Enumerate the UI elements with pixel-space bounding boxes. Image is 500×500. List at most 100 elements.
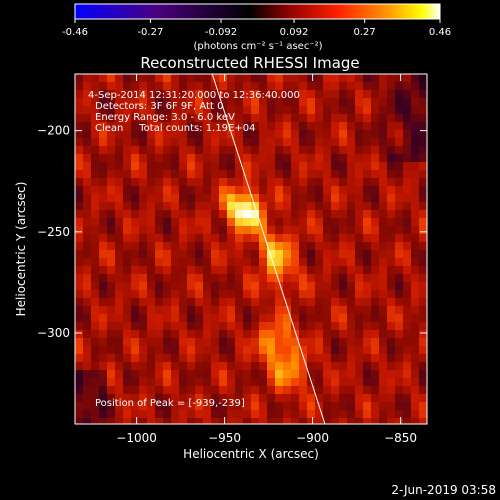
heatmap-cell [403,122,411,130]
heatmap-cell [347,186,355,194]
heatmap-cell [307,410,315,418]
heatmap-cell [331,266,339,274]
heatmap-cell [187,218,195,226]
heatmap-cell [411,354,419,362]
heatmap-cell [195,202,203,210]
heatmap-cell [147,298,155,306]
heatmap-cell [267,386,275,394]
heatmap-cell [155,410,163,418]
heatmap-cell [371,106,379,114]
info-energy: Energy Range: 3.0 - 6.0 keV [95,112,235,123]
heatmap-cell [411,138,419,146]
heatmap-cell [147,194,155,202]
heatmap-cell [283,410,291,418]
heatmap-cell [163,178,171,186]
heatmap-cell [323,306,331,314]
heatmap-cell [395,226,403,234]
heatmap-cell [187,162,195,170]
heatmap-cell [163,386,171,394]
x-axis-label: Heliocentric X (arcsec) [183,447,319,461]
heatmap-cell [347,266,355,274]
heatmap-cell [307,314,315,322]
heatmap-cell [299,74,307,82]
heatmap-cell [171,90,179,98]
heatmap-cell [283,234,291,242]
heatmap-cell [283,218,291,226]
heatmap-cell [291,258,299,266]
heatmap-cell [379,154,387,162]
heatmap-cell [403,178,411,186]
heatmap-cell [203,250,211,258]
heatmap-cell [139,178,147,186]
heatmap-cell [187,274,195,282]
heatmap-cell [139,370,147,378]
heatmap-cell [411,330,419,338]
heatmap-cell [363,218,371,226]
heatmap-cell [131,362,139,370]
heatmap-cell [403,410,411,418]
heatmap-cell [219,338,227,346]
heatmap-cell [123,202,131,210]
heatmap-cell [355,362,363,370]
heatmap-cell [219,258,227,266]
heatmap-cell [259,178,267,186]
heatmap-cell [139,98,147,106]
heatmap-cell [379,298,387,306]
heatmap-cell [283,298,291,306]
heatmap-cell [83,378,91,386]
heatmap-cell [267,322,275,330]
heatmap-cell [203,154,211,162]
heatmap-cell [139,418,147,424]
heatmap-cell [75,210,83,218]
heatmap-cell [211,378,219,386]
heatmap-cell [395,354,403,362]
heatmap-cell [195,98,203,106]
heatmap-cell [299,402,307,410]
heatmap-cell [267,90,275,98]
heatmap-cell [259,202,267,210]
heatmap-cell [155,146,163,154]
heatmap-cell [395,338,403,346]
heatmap-cell [251,370,259,378]
heatmap-cell [283,186,291,194]
heatmap-cell [227,274,235,282]
heatmap-cell [187,90,195,98]
heatmap-cell [91,258,99,266]
heatmap-cell [147,234,155,242]
heatmap-cell [243,82,251,90]
heatmap-cell [355,402,363,410]
heatmap-cell [139,378,147,386]
heatmap-cell [371,82,379,90]
heatmap-cell [91,130,99,138]
heatmap-cell [315,122,323,130]
heatmap-cell [411,386,419,394]
heatmap-cell [107,210,115,218]
heatmap-cell [107,258,115,266]
heatmap-cell [299,234,307,242]
heatmap-cell [403,330,411,338]
heatmap-cell [307,306,315,314]
heatmap-cell [323,138,331,146]
heatmap-cell [179,162,187,170]
heatmap-cell [291,90,299,98]
heatmap-cell [139,146,147,154]
heatmap-cell [147,402,155,410]
heatmap-cell [155,338,163,346]
heatmap-cell [155,346,163,354]
heatmap-cell [115,338,123,346]
heatmap-cell [75,322,83,330]
heatmap-cell [411,338,419,346]
heatmap-cell [347,338,355,346]
heatmap-cell [267,122,275,130]
heatmap-cell [331,354,339,362]
heatmap-cell [315,202,323,210]
heatmap-cell [99,258,107,266]
heatmap-cell [83,186,91,194]
heatmap-cell [395,98,403,106]
heatmap-cell [99,146,107,154]
heatmap-cell [75,370,83,378]
heatmap-cell [299,394,307,402]
heatmap-cell [123,410,131,418]
heatmap-cell [243,74,251,82]
